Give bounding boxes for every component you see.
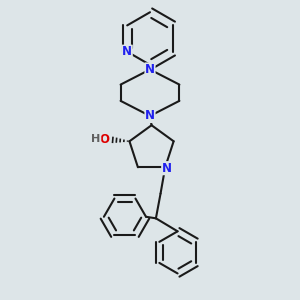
Text: O: O	[100, 133, 110, 146]
Polygon shape	[146, 117, 154, 123]
Text: H: H	[91, 134, 101, 144]
Text: N: N	[145, 63, 155, 76]
Text: N: N	[145, 110, 155, 122]
Text: N: N	[122, 45, 132, 58]
Text: N: N	[162, 162, 172, 175]
